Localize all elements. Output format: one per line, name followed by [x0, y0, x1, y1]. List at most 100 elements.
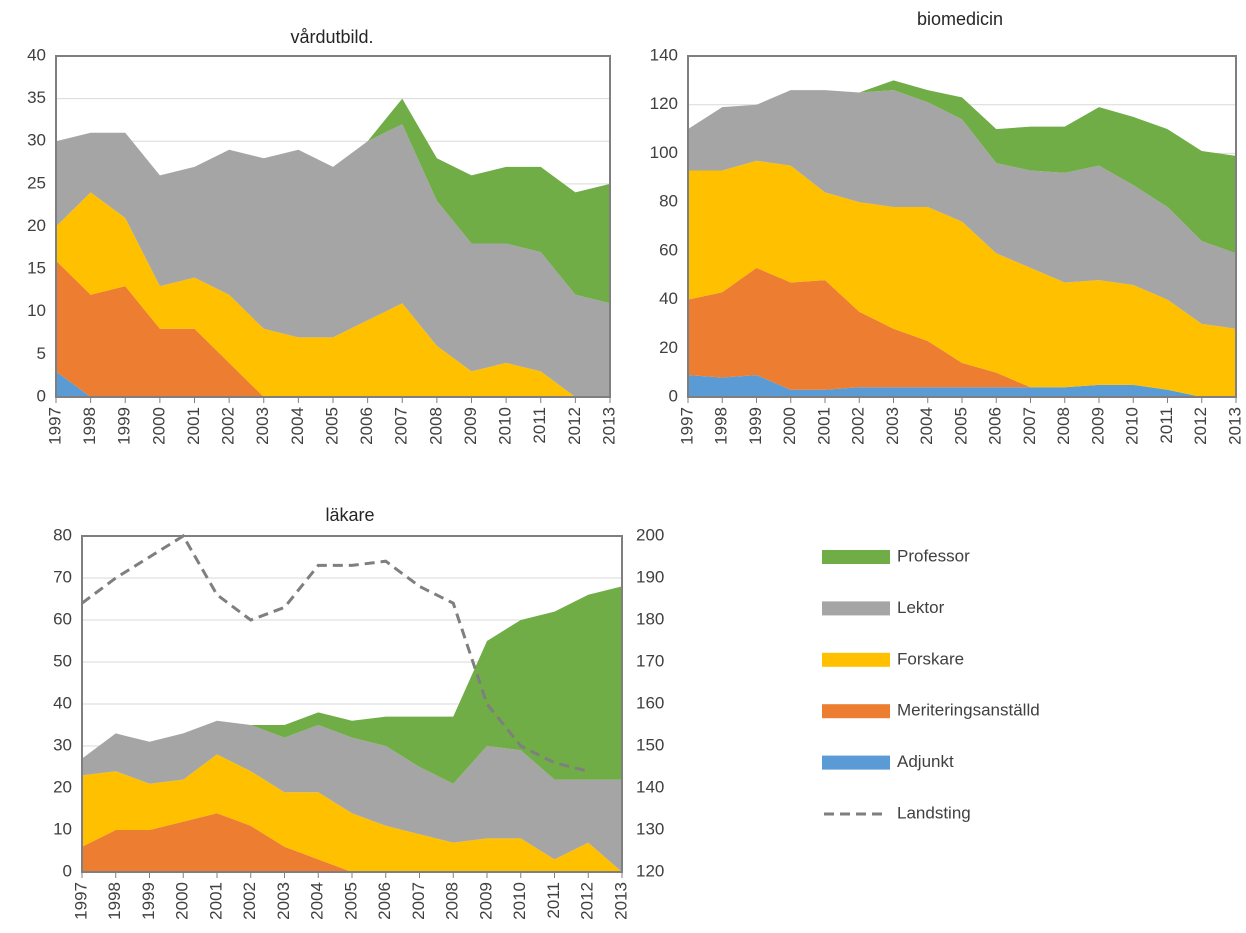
x-tick-label: 2003 [274, 882, 293, 920]
x-tick-label: 2000 [149, 407, 168, 445]
x-tick-label: 2006 [375, 882, 394, 920]
y2-tick-label: 190 [636, 567, 664, 586]
y2-tick-label: 140 [636, 777, 664, 796]
x-tick-label: 2003 [253, 407, 272, 445]
y-tick-label: 40 [659, 289, 678, 308]
x-tick-label: 2008 [1054, 407, 1073, 445]
y2-tick-label: 170 [636, 651, 664, 670]
area [688, 267, 1236, 397]
x-tick-label: 1997 [677, 407, 696, 445]
y-tick-label: 100 [650, 143, 678, 162]
area [688, 80, 1236, 254]
x-tick-label: 2013 [1225, 407, 1244, 445]
y2-tick-label: 130 [636, 819, 664, 838]
y-tick-label: 70 [53, 567, 72, 586]
x-tick-label: 2009 [476, 882, 495, 920]
y2-tick-label: 200 [636, 525, 664, 544]
legend-swatch [822, 755, 890, 770]
x-tick-label: 2007 [392, 407, 411, 445]
x-tick-label: 1998 [105, 882, 124, 920]
x-tick-label: 1999 [115, 407, 134, 445]
x-tick-label: 2000 [780, 407, 799, 445]
y-tick-label: 80 [659, 192, 678, 211]
legend-label: Forskare [897, 649, 964, 668]
y-tick-label: 120 [650, 94, 678, 113]
area [688, 90, 1236, 329]
x-tick-label: 2006 [986, 407, 1005, 445]
y-tick-label: 25 [27, 173, 46, 192]
x-tick-label: 2002 [849, 407, 868, 445]
legend-label: Landsting [897, 803, 971, 822]
y-tick-label: 20 [53, 777, 72, 796]
x-tick-label: 1999 [139, 882, 158, 920]
x-tick-label: 2011 [1157, 407, 1176, 444]
y-tick-label: 60 [659, 240, 678, 259]
area [56, 192, 610, 397]
area [688, 375, 1236, 397]
x-tick-label: 1999 [746, 407, 765, 445]
y-tick-label: 10 [53, 819, 72, 838]
x-tick-label: 2003 [883, 407, 902, 445]
y-tick-label: 40 [27, 45, 46, 64]
y-tick-label: 40 [53, 693, 72, 712]
y-tick-label: 30 [53, 735, 72, 754]
x-tick-label: 2011 [530, 407, 549, 444]
y-tick-label: 10 [27, 301, 46, 320]
legend-label: Lektor [897, 598, 945, 617]
y2-tick-label: 180 [636, 609, 664, 628]
x-tick-label: 2010 [496, 407, 515, 445]
x-tick-label: 2004 [308, 882, 327, 920]
legend-swatch [822, 601, 890, 616]
chart-title: vårdutbild. [290, 27, 373, 47]
area [56, 260, 610, 397]
y-tick-label: 5 [37, 344, 46, 363]
x-tick-label: 2001 [184, 407, 203, 445]
y-tick-label: 35 [27, 88, 46, 107]
x-tick-label: 2005 [322, 407, 341, 445]
x-tick-label: 2002 [240, 882, 259, 920]
x-tick-label: 2013 [599, 407, 618, 445]
area [82, 813, 622, 872]
legend-swatch [822, 652, 890, 667]
y-tick-label: 20 [27, 216, 46, 235]
y-tick-label: 30 [27, 131, 46, 150]
x-tick-label: 2001 [206, 882, 225, 920]
legend-label: Meriteringsanställd [897, 701, 1040, 720]
x-tick-label: 2005 [341, 882, 360, 920]
x-tick-label: 2006 [357, 407, 376, 445]
area [56, 98, 610, 304]
x-tick-label: 2005 [951, 407, 970, 445]
x-tick-label: 2007 [409, 882, 428, 920]
x-tick-label: 2004 [288, 407, 307, 445]
x-tick-label: 1997 [71, 882, 90, 920]
x-tick-label: 2011 [544, 882, 563, 919]
line [81, 533, 589, 773]
y-tick-label: 0 [669, 386, 678, 405]
legend-label: Adjunkt [897, 752, 954, 771]
y-tick-label: 0 [63, 861, 72, 880]
x-tick-label: 1997 [45, 407, 64, 445]
x-tick-label: 2012 [578, 882, 597, 920]
legend-label: Professor [897, 546, 970, 565]
y-tick-label: 15 [27, 259, 46, 278]
x-tick-label: 2000 [173, 882, 192, 920]
x-tick-label: 2012 [1191, 407, 1210, 445]
y-tick-label: 140 [650, 45, 678, 64]
x-tick-label: 2001 [814, 407, 833, 445]
area [56, 124, 610, 397]
area [82, 720, 622, 872]
x-tick-label: 2002 [219, 407, 238, 445]
x-tick-label: 2013 [611, 882, 630, 920]
y-tick-label: 80 [53, 525, 72, 544]
x-tick-label: 2004 [917, 407, 936, 445]
x-tick-label: 2007 [1020, 407, 1039, 445]
x-tick-label: 1998 [712, 407, 731, 445]
y-tick-label: 0 [37, 386, 46, 405]
x-tick-label: 2012 [565, 407, 584, 445]
x-tick-label: 2008 [426, 407, 445, 445]
x-tick-label: 1998 [80, 407, 99, 445]
x-tick-label: 2010 [510, 882, 529, 920]
chart-title: biomedicin [917, 9, 1003, 29]
x-tick-label: 2010 [1123, 407, 1142, 445]
